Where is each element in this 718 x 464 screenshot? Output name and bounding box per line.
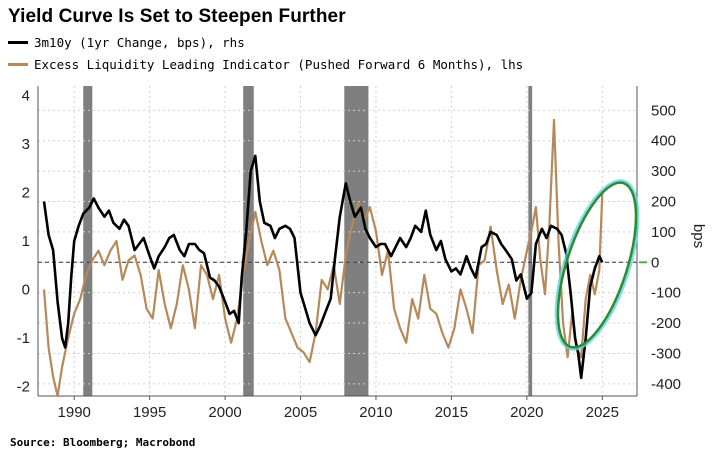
left-tick-label-0: 4 [22, 88, 30, 105]
x-tick-label-3: 2005 [284, 404, 317, 421]
left-tick-label-6: -2 [17, 378, 30, 395]
x-tick-label-6: 2020 [510, 404, 543, 421]
x-tick-label-5: 2015 [435, 404, 468, 421]
right-tick-label-7: -200 [651, 315, 681, 332]
legend-item-liquidity: Excess Liquidity Leading Indicator (Push… [8, 57, 523, 72]
right-tick-label-0: 500 [651, 102, 676, 119]
highlight-ellipse [556, 181, 638, 349]
right-tick-label-1: 400 [651, 133, 676, 150]
legend-label-liquidity: Excess Liquidity Leading Indicator (Push… [34, 57, 524, 72]
legend-item-3m10y: 3m10y (1yr Change, bps), rhs [8, 35, 245, 50]
x-tick-label-7: 2025 [586, 404, 619, 421]
chart-title: Yield Curve Is Set to Steepen Further [8, 6, 346, 27]
right-tick-label-9: -400 [651, 376, 681, 393]
legend-label-3m10y: 3m10y (1yr Change, bps), rhs [34, 35, 245, 50]
source-note: Source: Bloomberg; Macrobond [10, 436, 196, 449]
right-tick-label-2: 300 [651, 163, 676, 180]
right-tick-label-5: 0 [651, 254, 659, 271]
recession-bar-0 [83, 86, 93, 396]
right-tick-label-8: -300 [651, 345, 681, 362]
left-tick-label-2: 2 [22, 185, 30, 202]
legend-swatch-3m10y [8, 41, 28, 44]
x-tick-label-2: 2000 [208, 404, 241, 421]
x-tick-label-1: 1995 [133, 404, 166, 421]
right-tick-label-6: -100 [651, 285, 681, 302]
series-line-liquidity [42, 118, 604, 398]
left-tick-label-4: 0 [22, 281, 30, 298]
highlight-ellipse-glow [554, 179, 640, 351]
left-tick-label-5: -1 [17, 330, 30, 347]
x-tick-label-4: 2010 [359, 404, 392, 421]
series-line-3m10y [42, 154, 604, 380]
right-axis-title: bps [690, 224, 707, 248]
right-tick-label-4: 100 [651, 224, 676, 241]
left-tick-label-3: 1 [22, 233, 30, 250]
right-tick-label-3: 200 [651, 193, 676, 210]
legend-swatch-liquidity [8, 63, 28, 66]
x-tick-label-0: 1990 [58, 404, 91, 421]
left-tick-label-1: 3 [22, 136, 30, 153]
